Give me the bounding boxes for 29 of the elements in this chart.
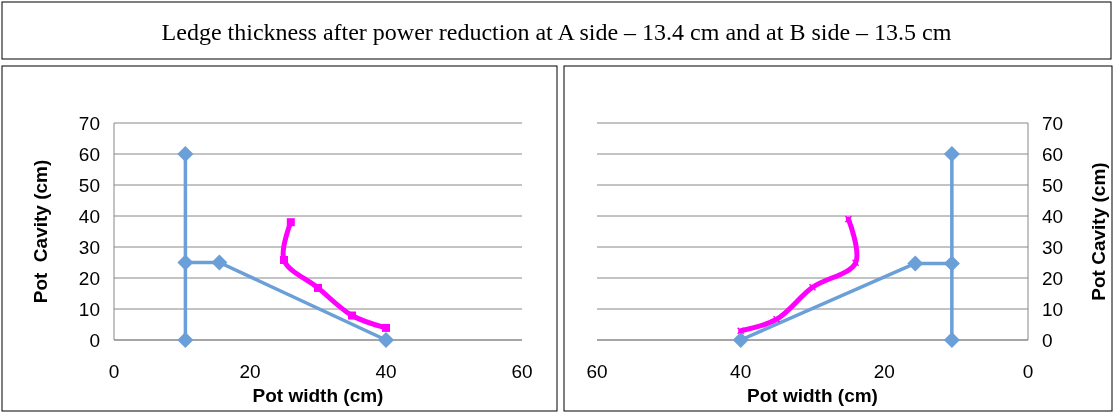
x-axis-title: Pot width (cm) [747, 385, 878, 406]
x-tick-label: 60 [586, 361, 608, 382]
chart-title: Ledge thickness after power reduction at A side – 13.4 cm and at B side – 13.5 cm [161, 19, 952, 45]
y-tick-label: 50 [78, 174, 100, 196]
x-tick-label: 40 [730, 361, 752, 382]
x-tick-label: 0 [1022, 361, 1034, 382]
y-axis-title: Pot Cavity (cm) [29, 159, 51, 304]
y2-tick-label: 50 [1042, 174, 1064, 196]
x-axis-title: Pot width (cm) [252, 385, 384, 406]
y-tick-label: 60 [78, 143, 100, 165]
x-tick-label: 20 [239, 361, 261, 382]
y-tick-label: 70 [78, 112, 100, 134]
y-tick-label: 30 [78, 236, 100, 258]
x-tick-label: 0 [108, 361, 120, 382]
y-tick-label: 40 [78, 205, 100, 227]
y2-tick-label: 30 [1042, 236, 1064, 258]
y2-tick-label: 20 [1042, 267, 1064, 289]
x-tick-label: 20 [873, 361, 895, 382]
y2-tick-label: 10 [1042, 298, 1064, 320]
y2-tick-label: 40 [1042, 205, 1064, 227]
y2-axis-title: Pot Cavity (cm) [1087, 162, 1109, 301]
y-tick-label: 0 [89, 329, 100, 351]
y2-tick-label: 0 [1042, 329, 1053, 351]
x-tick-label: 40 [375, 361, 397, 382]
y2-tick-label: 60 [1042, 143, 1064, 165]
x-tick-label: 60 [511, 361, 533, 382]
y-tick-label: 20 [78, 267, 100, 289]
y2-tick-label: 70 [1042, 112, 1064, 134]
y-tick-label: 10 [78, 298, 100, 320]
